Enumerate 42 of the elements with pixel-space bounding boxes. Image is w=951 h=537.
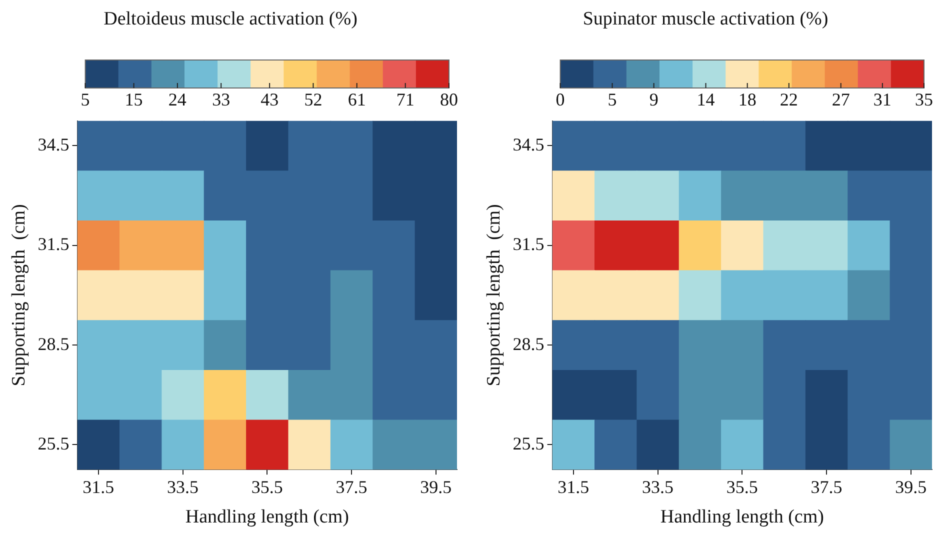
color-bar-label: 33 (212, 90, 230, 110)
y-tick-label: 34.5 (38, 134, 70, 154)
y-tick-label: 31.5 (512, 234, 544, 254)
y-tick-label: 25.5 (38, 433, 70, 454)
x-tick-label: 31.5 (82, 477, 114, 498)
x-tick-label: 37.5 (810, 477, 842, 498)
color-bar-label: 27 (832, 90, 850, 110)
y-tick-label: 28.5 (512, 334, 544, 354)
color-bar-label: 5 (608, 90, 617, 110)
y-axis-title: Supporting length (cm) (483, 204, 504, 386)
x-axis-title: Handling length (cm) (185, 506, 349, 528)
x-tick-label: 35.5 (726, 477, 758, 498)
color-bar-label: 43 (260, 90, 279, 110)
color-bar-label: 80 (440, 90, 458, 110)
y-tick-label: 31.5 (38, 234, 70, 254)
x-tick-label: 31.5 (558, 477, 590, 498)
x-tick-label: 35.5 (251, 477, 283, 498)
color-bar-label: 15 (124, 90, 143, 110)
x-tick-label: 39.5 (895, 477, 927, 498)
chart-title: Deltoideus muscle activation (%) (104, 8, 358, 30)
color-bar-label: 14 (696, 90, 715, 110)
color-bar-label: 5 (80, 90, 90, 110)
x-axis-title: Handling length (cm) (660, 506, 824, 528)
color-bar-label: 9 (649, 90, 658, 110)
color-bar-label: 0 (556, 90, 565, 110)
x-tick-label: 33.5 (167, 477, 199, 498)
y-tick-label: 28.5 (38, 334, 70, 354)
color-bar-label: 22 (780, 90, 798, 110)
y-tick-label: 25.5 (512, 433, 544, 454)
y-axis-title: Supporting length (cm) (8, 204, 30, 386)
color-bar-label: 61 (348, 90, 366, 110)
color-bar-label: 18 (738, 90, 756, 110)
color-bar-label: 52 (304, 90, 322, 110)
chart-title: Supinator muscle activation (%) (582, 8, 828, 30)
color-bar-label: 71 (396, 90, 414, 110)
y-tick-label: 34.5 (512, 134, 544, 154)
x-tick-label: 33.5 (642, 477, 674, 498)
color-bar-label: 24 (168, 90, 186, 110)
x-tick-label: 39.5 (420, 477, 452, 498)
color-bar-label: 31 (873, 90, 892, 110)
color-bar-label: 35 (915, 90, 933, 110)
x-tick-label: 37.5 (336, 477, 368, 498)
